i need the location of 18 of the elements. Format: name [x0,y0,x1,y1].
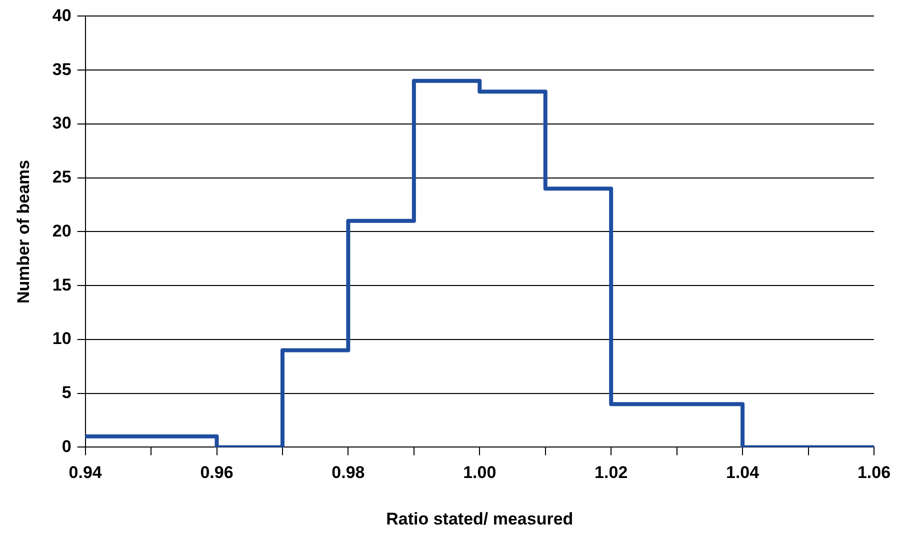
x-tick-label: 0.98 [332,463,365,482]
y-axis-title: Number of beams [14,160,33,304]
y-tick-label: 0 [62,436,72,456]
y-tick-label: 40 [52,6,72,25]
x-tick-label: 0.94 [68,463,102,482]
x-tick-label: 1.06 [857,463,891,482]
x-tick-label: 0.96 [200,463,234,482]
x-tick-label: 1.02 [594,463,628,482]
y-tick-label: 25 [52,168,72,187]
x-tick-label: 1.00 [463,463,496,482]
y-tick-label: 30 [52,114,72,133]
y-tick-label: 10 [52,329,72,348]
y-tick-label: 20 [52,221,72,240]
y-tick-label: 5 [62,383,72,402]
x-axis-title: Ratio stated/ measured [386,509,574,528]
y-tick-label: 15 [52,275,72,294]
y-tick-label: 35 [52,60,72,79]
x-tick-label: 1.04 [726,463,760,482]
